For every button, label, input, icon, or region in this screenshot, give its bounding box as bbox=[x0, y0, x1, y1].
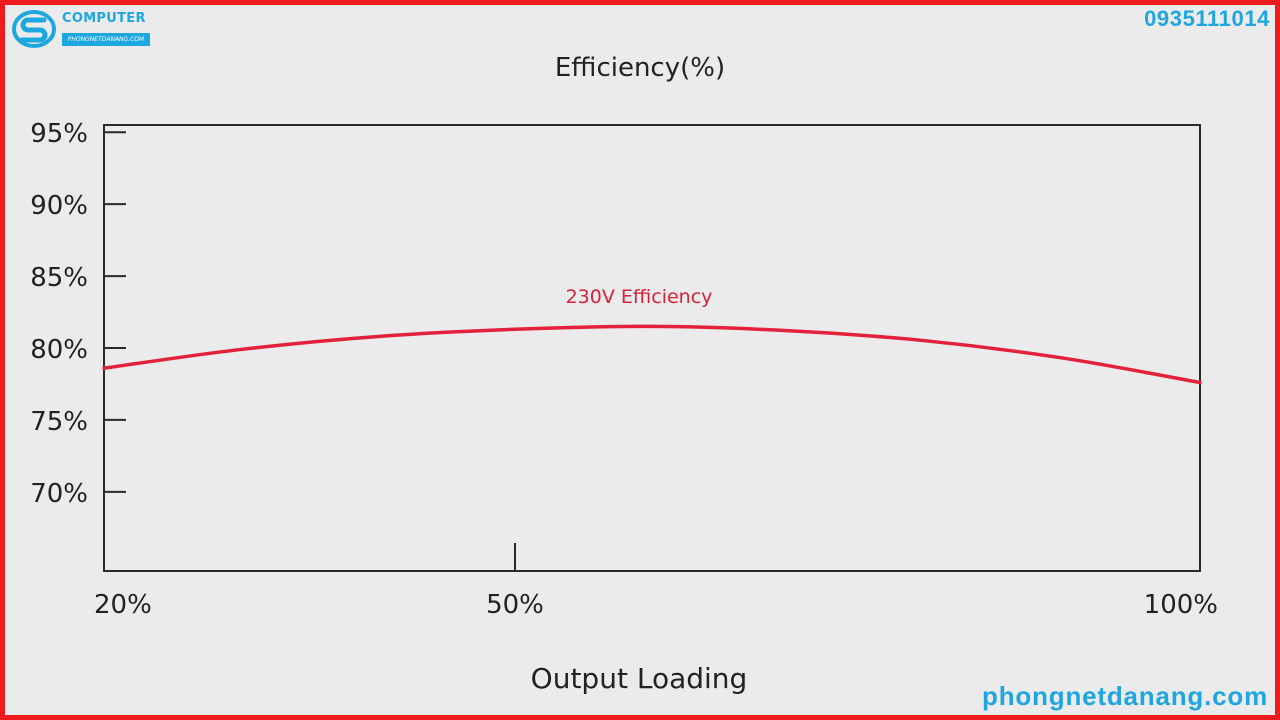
x-axis-title: Output Loading bbox=[531, 662, 748, 695]
website-url: phongnetdanang.com bbox=[982, 681, 1268, 711]
logo-subtext: PHONGNETDANANG.COM bbox=[62, 33, 150, 46]
y-tick-label: 70% bbox=[30, 479, 88, 509]
x-tick-label: 20% bbox=[94, 590, 152, 620]
x-tick-label: 50% bbox=[486, 590, 544, 620]
series-layer: 230V Efficiency bbox=[102, 286, 1202, 385]
phone-number: 0935111014 bbox=[1144, 6, 1270, 31]
y-tick-label: 90% bbox=[30, 191, 88, 221]
logo-wordmark: COMPUTER bbox=[62, 11, 146, 26]
series-line-230v-efficiency bbox=[102, 324, 1202, 385]
x-axis: 20% 50% 100% bbox=[94, 543, 1218, 620]
y-tick-label: 75% bbox=[30, 407, 88, 437]
computer-logo: COMPUTER PHONGNETDANANG.COM bbox=[12, 9, 152, 51]
y-tick-label: 85% bbox=[30, 263, 88, 293]
x-tick-label: 100% bbox=[1144, 590, 1218, 620]
series-label: 230V Efficiency bbox=[566, 286, 713, 308]
y-tick-label: 80% bbox=[30, 335, 88, 365]
y-axis: 70% 75% 80% 85% 90% 95% bbox=[30, 119, 126, 509]
y-tick-label: 95% bbox=[30, 119, 88, 149]
chart-title: Efficiency(%) bbox=[555, 53, 725, 83]
logo-s-icon bbox=[12, 10, 56, 48]
